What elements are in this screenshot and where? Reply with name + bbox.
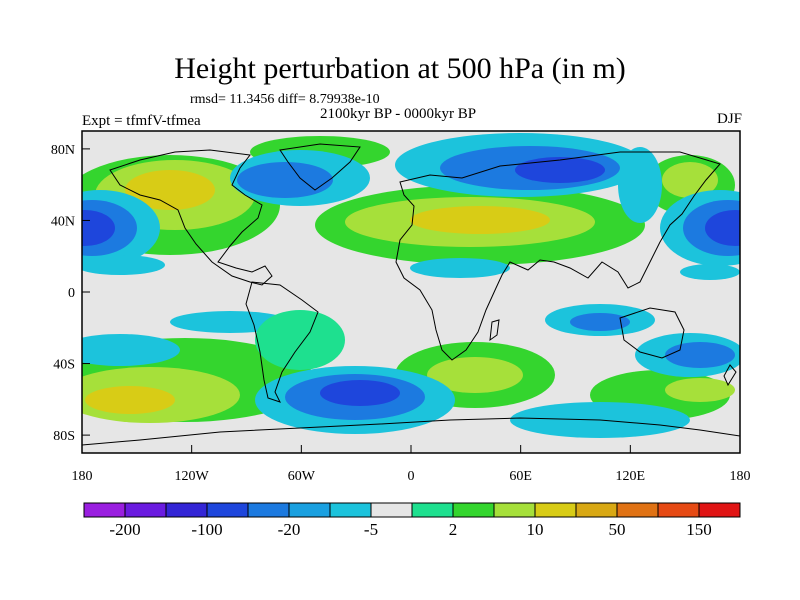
anomaly-region [662, 162, 718, 198]
colorbar-swatch [329, 502, 372, 518]
anomaly-region [255, 310, 345, 370]
colorbar: -200 -100 -20 -5 2 10 50 150 [83, 502, 741, 539]
y-tick-label: 40N [51, 214, 75, 229]
anomaly-region [237, 162, 333, 198]
anomaly-region [320, 380, 400, 406]
colorbar-label: 150 [686, 520, 712, 539]
antarctica-outline [82, 417, 740, 446]
colorbar-label: 2 [449, 520, 458, 539]
colorbar-label: -5 [364, 520, 378, 539]
colorbar-swatch [247, 502, 290, 518]
anomaly-region [82, 255, 165, 275]
y-tick-label: 40S [53, 358, 75, 373]
y-tick-label: 0 [68, 286, 75, 301]
anomaly-region [515, 157, 605, 183]
anomaly-region [427, 357, 523, 393]
colorbar-swatch [493, 502, 536, 518]
anomaly-region [125, 170, 215, 210]
north-america-outline [109, 149, 273, 286]
colorbar-swatch [165, 502, 208, 518]
colorbar-swatch [288, 502, 331, 518]
y-tick-label: 80N [51, 143, 75, 158]
anomaly-region [82, 210, 115, 246]
colorbar-swatch [575, 502, 618, 518]
colorbar-label: 10 [527, 520, 544, 539]
x-tick-label: 180 [730, 469, 751, 484]
colorbar-swatch [698, 502, 741, 518]
colorbar-label: -100 [191, 520, 222, 539]
coastlines [82, 143, 740, 446]
plot-title: Height perturbation at 500 hPa (in m) [174, 52, 626, 85]
anomaly-region [570, 313, 630, 331]
madagascar-outline [489, 319, 500, 342]
anomaly-field [82, 133, 740, 438]
colorbar-swatch [370, 502, 413, 518]
x-tick-label: 180 [72, 469, 93, 484]
greenland-outline [279, 143, 361, 191]
colorbar-swatch [452, 502, 495, 518]
x-tick-label: 60W [288, 469, 316, 484]
colorbar-swatch [616, 502, 659, 518]
colorbar-swatch [83, 502, 126, 518]
eurasia-africa-outline [395, 151, 721, 361]
x-tick-label: 120E [616, 469, 646, 484]
x-tick-label: 60E [509, 469, 532, 484]
south-america-outline [245, 281, 319, 403]
colorbar-swatch [206, 502, 249, 518]
anomaly-region [410, 258, 510, 278]
axis-ticks: 180 120W 60W 0 60E 120E 180 80N 40N 0 40S 80S [51, 143, 751, 484]
anomaly-region [665, 342, 735, 368]
anomaly-region [85, 386, 175, 414]
x-tick-label: 0 [408, 469, 415, 484]
colorbar-swatch [657, 502, 700, 518]
colorbar-swatch [534, 502, 577, 518]
y-tick-label: 80S [53, 429, 75, 444]
anomaly-region [705, 210, 740, 246]
experiment-label: Expt = tfmfV-tfmea [82, 113, 201, 129]
anomaly-region [665, 378, 735, 402]
anomaly-region [680, 264, 740, 280]
australia-outline [619, 307, 685, 359]
colorbar-swatch [411, 502, 454, 518]
time-period-label: 2100kyr BP - 0000kyr BP [320, 106, 477, 122]
rmsd-diff-stats: rmsd= 11.3456 diff= 8.79938e-10 [190, 92, 380, 107]
colorbar-label: -200 [109, 520, 140, 539]
anomaly-region [82, 334, 180, 366]
x-tick-label: 120W [175, 469, 210, 484]
colorbar-swatch [124, 502, 167, 518]
anomaly-region [618, 147, 662, 223]
anomaly-region [410, 206, 550, 234]
season-label: DJF [716, 111, 742, 127]
new-zealand-outline [723, 364, 737, 387]
colorbar-label: 50 [609, 520, 626, 539]
colorbar-label: -20 [278, 520, 301, 539]
